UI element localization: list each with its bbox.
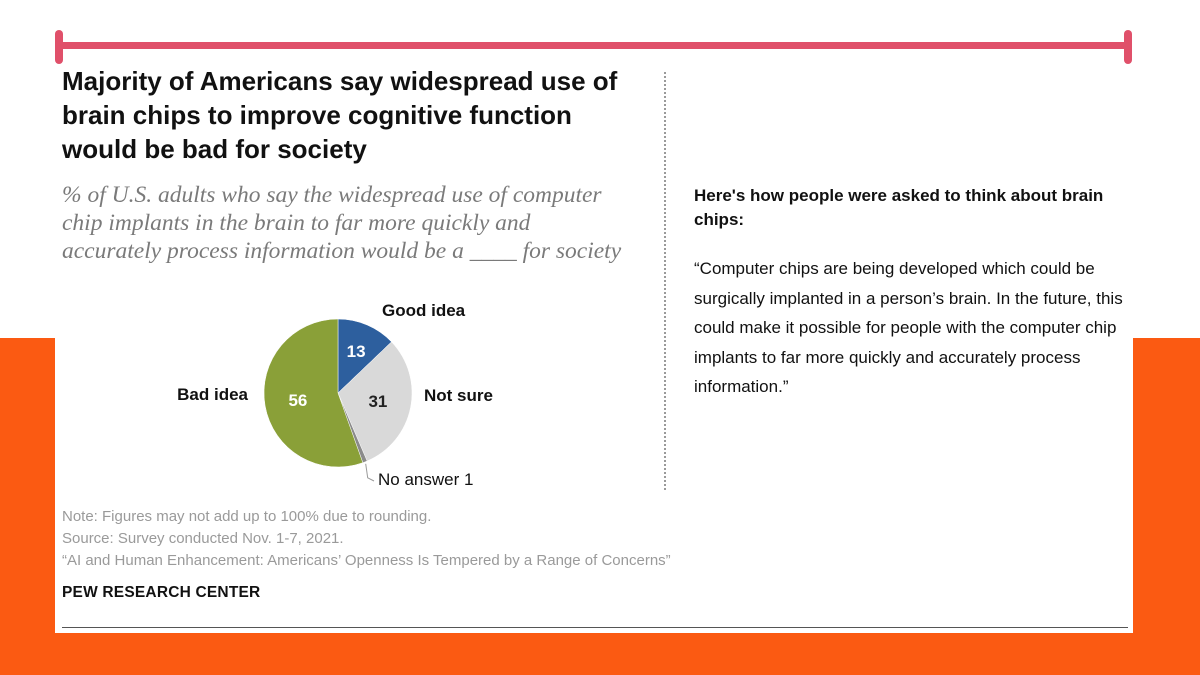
context-quote: “Computer chips are being developed whic… — [694, 259, 1123, 396]
pie-leader-line-no-answer-1 — [365, 463, 375, 482]
report-title: “AI and Human Enhancement: Americans’ Op… — [62, 552, 671, 569]
pie-category-label-not-sure: Not sure — [424, 386, 493, 405]
dotted-divider — [664, 72, 666, 490]
pie-category-label-no-answer-1: No answer 1 — [378, 470, 473, 489]
pie-category-label-good-idea: Good idea — [382, 301, 466, 320]
pie-value-label-good-idea: 13 — [347, 342, 366, 361]
top-accent-bar-right-cap — [1124, 30, 1132, 64]
bottom-rule — [62, 627, 1128, 628]
chart-title: Majority of Americans say widespread use… — [62, 66, 618, 164]
context-heading: Here's how people were asked to think ab… — [694, 186, 1104, 229]
pie-category-label-bad-idea: Bad idea — [177, 385, 248, 404]
top-accent-bar-left-cap — [55, 30, 63, 64]
pew-research-center-logo: PEW RESEARCH CENTER — [62, 584, 261, 601]
pie-slice-not-sure — [337, 341, 413, 462]
pie-value-label-not-sure: 31 — [368, 392, 387, 411]
pie-value-label-bad-idea: 56 — [288, 391, 307, 410]
chart-note: Note: Figures may not add up to 100% due… — [62, 508, 432, 525]
pie-chart: 13 Good idea 31 Not sure No answer 1 56 Bad id… — [177, 301, 493, 489]
pie-slice-bad-idea — [263, 318, 364, 468]
pie-slice-good-idea — [337, 318, 392, 394]
chart-subtitle: % of U.S. adults who say the widespread … — [62, 182, 622, 264]
chart-card — [55, 0, 1133, 633]
chart-source: Source: Survey conducted Nov. 1-7, 2021. — [62, 530, 344, 547]
top-accent-bar — [58, 42, 1130, 49]
